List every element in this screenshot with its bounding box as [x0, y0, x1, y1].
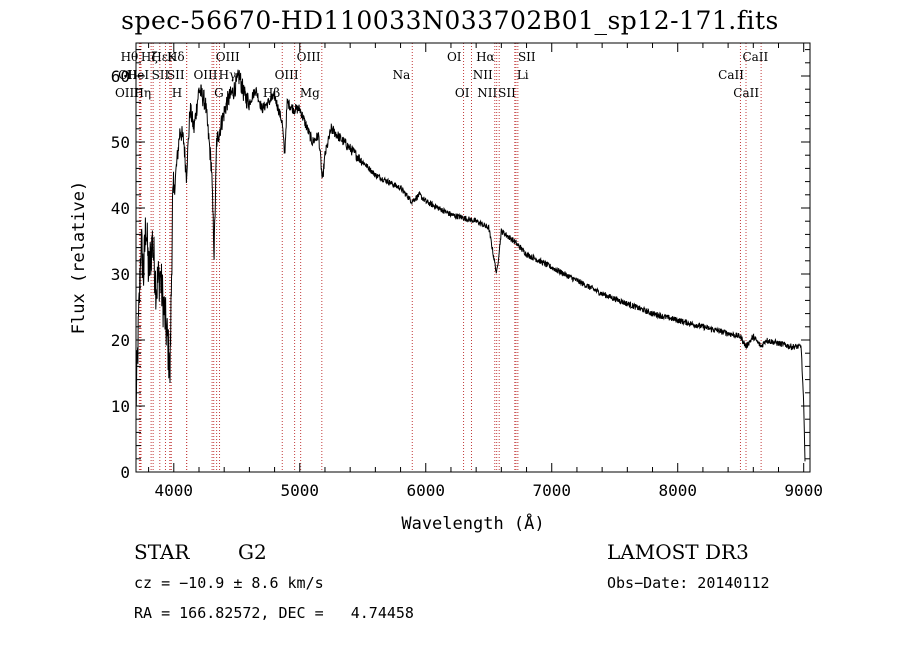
- line-label: Hγ: [219, 68, 237, 82]
- line-label: SII: [498, 86, 516, 100]
- y-axis-ticks: 0 10 20 30 40 50 60: [111, 49, 810, 482]
- x-tick-label: 8000: [658, 481, 697, 500]
- y-tick-label: 0: [120, 463, 130, 482]
- observation-date: Obs−Date: 20140112: [607, 574, 770, 592]
- y-tick-label: 10: [111, 397, 130, 416]
- line-label: Mg: [300, 86, 320, 100]
- line-label: K: [167, 50, 177, 64]
- subclass: G2: [238, 540, 267, 564]
- redshift-cz: cz = −10.9 ± 8.6 km/s: [134, 574, 324, 592]
- line-label: OIII: [115, 86, 139, 100]
- x-tick-label: 6000: [406, 481, 445, 500]
- line-label: Hε: [151, 50, 168, 64]
- ra-dec: RA = 166.82572, DEC = 4.74458: [134, 604, 414, 622]
- line-label: OII: [118, 68, 138, 82]
- line-label: NII: [477, 86, 497, 100]
- line-label: Hθ: [121, 50, 139, 64]
- y-tick-label: 40: [111, 199, 130, 218]
- line-label: SII: [518, 50, 536, 64]
- line-label: Hζ: [141, 50, 158, 64]
- x-axis-ticks: 4000 5000 6000 7000 8000 9000: [148, 43, 823, 500]
- line-label: Hδ: [167, 50, 185, 64]
- emission-line-markers: [138, 43, 762, 472]
- line-label: Hα: [476, 50, 495, 64]
- x-tick-label: 7000: [532, 481, 571, 500]
- line-label: NII: [473, 68, 493, 82]
- line-label: SII: [152, 68, 170, 82]
- y-tick-label: 20: [111, 331, 130, 350]
- line-label: Na: [393, 68, 411, 82]
- x-tick-label: 9000: [784, 481, 823, 500]
- line-label: HeI: [127, 68, 150, 82]
- chart-title: spec-56670-HD110033N033702B01_sp12-171.f…: [121, 6, 779, 35]
- line-label: SII: [167, 68, 185, 82]
- spectrum-line: [135, 69, 806, 462]
- survey-name: LAMOST DR3: [607, 540, 749, 564]
- line-label: OIII: [216, 50, 240, 64]
- x-axis-label: Wavelength (Å): [401, 512, 544, 534]
- line-label: CaII: [742, 50, 768, 64]
- line-label: OIII: [297, 50, 321, 64]
- line-label: CaII: [718, 68, 744, 82]
- line-label: G: [214, 86, 224, 100]
- line-label: H: [172, 86, 182, 100]
- x-tick-label: 4000: [155, 481, 194, 500]
- line-label: OI: [447, 50, 462, 64]
- line-label: OIII: [275, 68, 299, 82]
- x-tick-label: 5000: [281, 481, 320, 500]
- y-tick-label: 30: [111, 265, 130, 284]
- line-label: CaII: [733, 86, 759, 100]
- object-class: STAR: [134, 540, 190, 564]
- line-label: Li: [517, 68, 529, 82]
- y-axis-label: Flux (relative): [69, 181, 89, 335]
- y-tick-label: 50: [111, 133, 130, 152]
- line-label: OIII: [193, 68, 217, 82]
- y-tick-label: 60: [111, 67, 130, 86]
- line-label: OI: [455, 86, 470, 100]
- plot-frame: [135, 42, 811, 473]
